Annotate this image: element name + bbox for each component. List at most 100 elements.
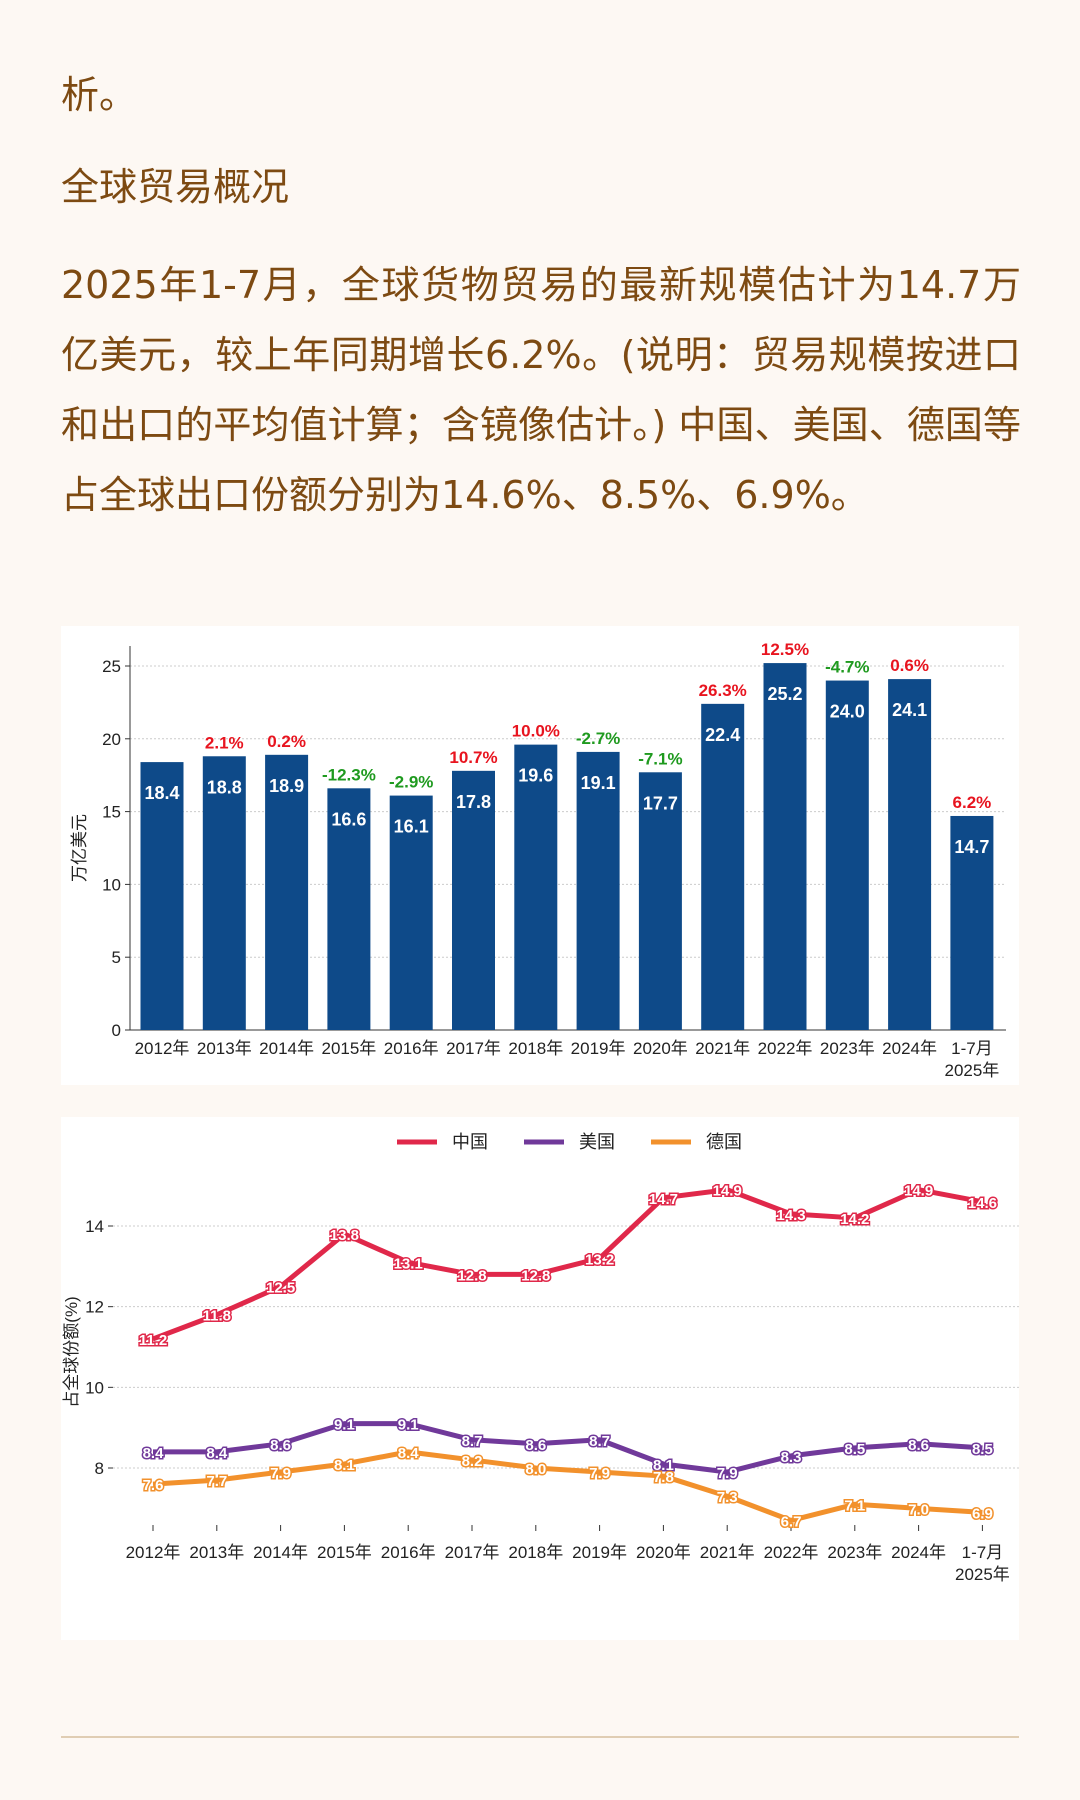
data-point-label: 8.2 — [462, 1453, 483, 1470]
y-tick-label: 5 — [112, 948, 121, 967]
bar-value-label: 22.4 — [705, 725, 740, 745]
bar — [327, 788, 371, 1030]
data-point-label: 8.6 — [525, 1437, 546, 1454]
bar-value-label: 18.9 — [269, 776, 304, 796]
data-point-label: 7.0 — [908, 1501, 929, 1518]
bar — [576, 751, 620, 1030]
y-tick-label: 10 — [102, 875, 121, 894]
growth-label: 10.7% — [449, 748, 497, 767]
data-point-label: 7.9 — [717, 1465, 738, 1482]
data-point-label: 13.8 — [330, 1227, 359, 1244]
growth-label: -2.9% — [389, 773, 433, 792]
x-tick-label: 2024年 — [882, 1039, 937, 1058]
data-point-label: 14.6 — [968, 1195, 997, 1212]
data-point-label: 8.0 — [525, 1461, 546, 1478]
growth-label: 2.1% — [205, 733, 244, 752]
export-share-line-chart: 8 10 12 14 占全球份额(%) 中国 美国 德国 11.2 11.8 12.5 13.8 13.… — [61, 1117, 1019, 1640]
data-point-label: 8.7 — [462, 1433, 483, 1450]
bar-value-label: 16.6 — [331, 809, 366, 829]
y-tick-label: 20 — [102, 730, 121, 749]
x-tick-label: 2021年 — [700, 1543, 755, 1562]
x-tick-label: 2020年 — [636, 1543, 691, 1562]
divider — [61, 1736, 1019, 1738]
x-tick-label: 2022年 — [758, 1039, 813, 1058]
bar-value-label: 17.7 — [643, 793, 678, 813]
paragraph: 2025年1-7月，全球货物贸易的最新规模估计为14.7万亿美元，较上年同期增长… — [61, 263, 1021, 517]
x-tick-label: 2017年 — [446, 1039, 501, 1058]
data-point-label: 12.8 — [521, 1267, 550, 1284]
data-point-label: 12.8 — [457, 1267, 486, 1284]
x-tick-label: 2015年 — [317, 1543, 372, 1562]
data-point-label: 12.5 — [266, 1280, 295, 1297]
bar — [389, 795, 433, 1030]
x-tick-label: 2024年 — [891, 1543, 946, 1562]
bar — [825, 680, 869, 1030]
growth-label: -4.7% — [825, 658, 869, 677]
growth-label: -2.7% — [576, 729, 620, 748]
growth-label: 26.3% — [699, 681, 747, 700]
x-tick-label: 2021年 — [695, 1039, 750, 1058]
data-point-label: 8.6 — [270, 1437, 291, 1454]
x-tick-label: 2017年 — [445, 1543, 500, 1562]
data-point-label: 14.3 — [776, 1207, 805, 1224]
growth-label: 12.5% — [761, 640, 809, 659]
bar — [638, 772, 682, 1030]
x-tick-label: 2012年 — [135, 1039, 190, 1058]
x-tick-label: 2019年 — [572, 1543, 627, 1562]
text-fragment: 析。 — [61, 73, 138, 117]
data-point-label: 6.9 — [972, 1505, 993, 1522]
trade-volume-bar-chart: 0 5 10 15 20 25 万亿美元 18.4 18.8 2.1% 18.9 0.2% 16.6 -1… — [61, 626, 1019, 1085]
section-heading: 全球贸易概况 — [61, 165, 290, 209]
bar — [265, 754, 309, 1030]
x-tick-label: 2015年 — [321, 1039, 376, 1058]
data-point-label: 7.6 — [143, 1477, 164, 1494]
x-tick-label: 2013年 — [197, 1039, 252, 1058]
growth-label: 10.0% — [512, 722, 560, 741]
data-point-label: 7.9 — [589, 1465, 610, 1482]
bar — [514, 744, 558, 1030]
data-point-label: 14.9 — [713, 1183, 742, 1200]
data-point-label: 14.2 — [840, 1211, 869, 1228]
data-point-label: 8.5 — [844, 1441, 865, 1458]
data-point-label: 7.8 — [653, 1469, 674, 1486]
x-tick-label: 2012年 — [126, 1543, 181, 1562]
bar-chart-svg: 0 5 10 15 20 25 万亿美元 18.4 18.8 2.1% 18.9 0.2% 16.6 -1… — [70, 640, 1006, 1080]
series-line — [152, 1187, 983, 1342]
y-tick-label: 10 — [85, 1378, 104, 1397]
x-tick-label: 2014年 — [259, 1039, 314, 1058]
data-point-label: 8.4 — [206, 1445, 228, 1462]
data-point-label: 8.3 — [781, 1449, 802, 1466]
bar-value-label: 24.0 — [830, 702, 865, 722]
data-point-label: 7.9 — [270, 1465, 291, 1482]
bar-value-label: 17.8 — [456, 792, 491, 812]
data-point-label: 13.1 — [394, 1255, 423, 1272]
growth-label: 0.2% — [267, 732, 306, 751]
data-point-label: 9.1 — [334, 1417, 355, 1434]
data-point-label: 14.9 — [904, 1183, 933, 1200]
x-tick-label: 2023年 — [820, 1039, 875, 1058]
bar-value-label: 19.6 — [518, 766, 553, 786]
bar — [701, 703, 745, 1030]
bar-value-label: 18.8 — [207, 777, 242, 797]
growth-label: -7.1% — [638, 749, 682, 768]
series-line — [153, 1421, 983, 1475]
x-tick-label: 2018年 — [508, 1039, 563, 1058]
data-point-label: 11.2 — [139, 1332, 167, 1349]
bar — [202, 756, 246, 1030]
data-point-label: 6.7 — [781, 1513, 802, 1530]
data-point-label: 11.8 — [203, 1308, 231, 1325]
bar-value-label: 14.7 — [954, 837, 989, 857]
x-tick-label: 2025年 — [955, 1565, 1010, 1584]
y-tick-label: 25 — [102, 657, 121, 676]
data-point-label: 8.4 — [398, 1445, 420, 1462]
y-tick-label: 14 — [85, 1217, 104, 1236]
y-axis-label: 占全球份额(%) — [62, 1296, 81, 1407]
data-point-label: 7.3 — [717, 1489, 738, 1506]
series-line — [152, 1449, 983, 1523]
x-tick-label: 2022年 — [764, 1543, 819, 1562]
x-tick-label: 2023年 — [827, 1543, 882, 1562]
x-tick-label: 2013年 — [189, 1543, 244, 1562]
legend-label: 德国 — [706, 1132, 742, 1152]
data-point-label: 13.2 — [585, 1251, 614, 1268]
data-point-label: 8.5 — [972, 1441, 993, 1458]
